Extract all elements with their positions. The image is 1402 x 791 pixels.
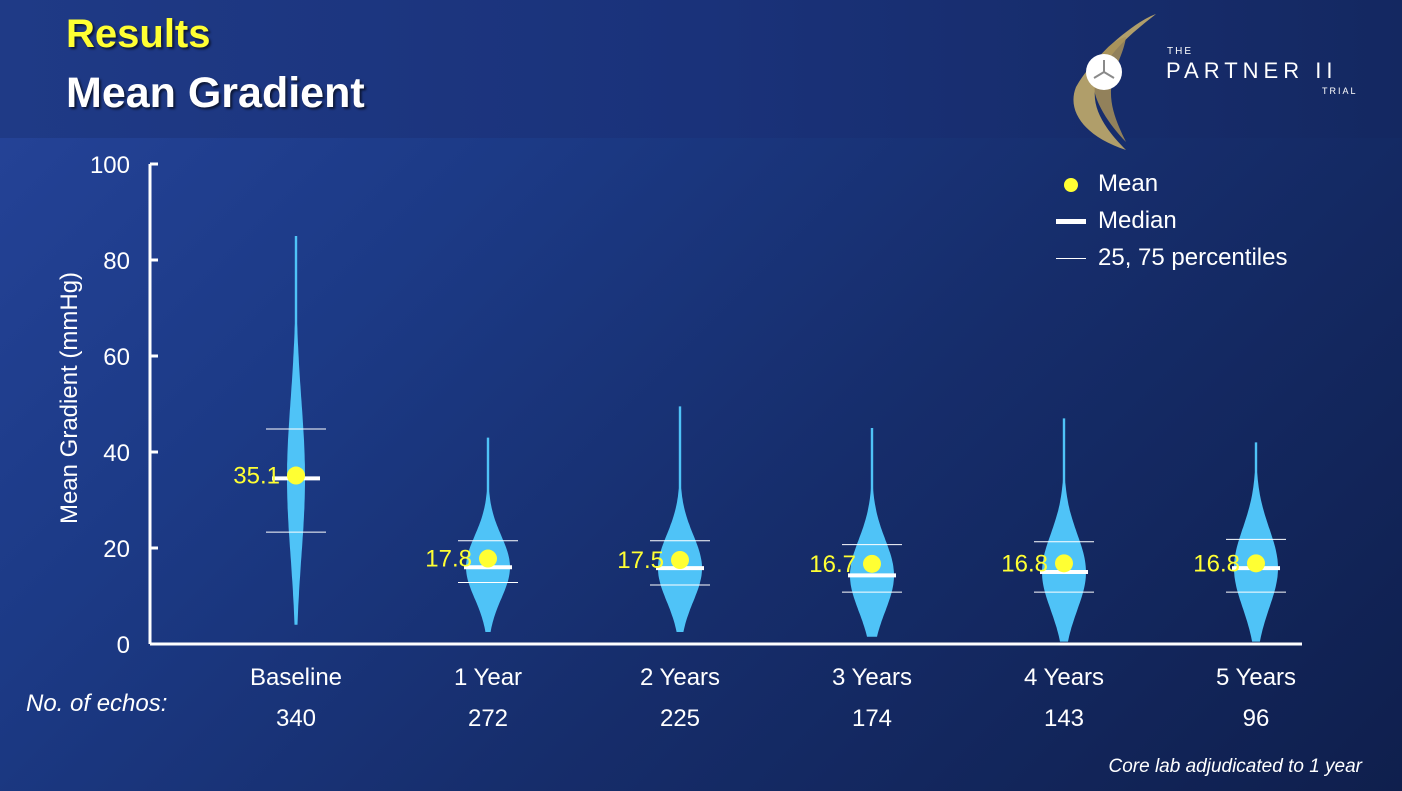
echo-count: 340 (276, 705, 316, 732)
mean-label: 16.8 (1193, 550, 1240, 577)
x-tick-label: 3 Years (832, 664, 912, 691)
echo-count: 272 (468, 705, 508, 732)
violin-4-years (1042, 418, 1086, 642)
y-tick-label: 60 (103, 344, 130, 371)
partner-logo (1073, 14, 1156, 150)
legend-item-median: Median (1056, 205, 1356, 242)
percentile-line-icon (1056, 242, 1088, 276)
legend-label-median: Median (1098, 207, 1177, 234)
footnote: Core lab adjudicated to 1 year (1108, 756, 1363, 777)
echo-count: 96 (1243, 705, 1270, 732)
mean-label: 35.1 (233, 463, 280, 490)
x-tick-label: 5 Years (1216, 664, 1296, 691)
x-tick-label: Baseline (250, 664, 342, 691)
y-tick-label: 100 (90, 152, 130, 179)
mean-label: 17.8 (425, 546, 472, 573)
mean-label: 16.7 (809, 551, 856, 578)
echo-count: 143 (1044, 705, 1084, 732)
mean-dot (863, 554, 881, 573)
y-tick-label: 80 (103, 248, 130, 275)
mean-dot (1247, 554, 1265, 573)
echo-count: 174 (852, 705, 892, 732)
legend-item-percentiles: 25, 75 percentiles (1056, 242, 1356, 279)
violin-2-years (658, 406, 702, 632)
page-title: Mean Gradient (66, 69, 365, 117)
section-title: Results (66, 12, 211, 56)
violin-3-years (850, 428, 894, 637)
mean-dot-icon (1056, 168, 1088, 202)
y-tick-label: 40 (103, 440, 130, 467)
logo-the: THE (1167, 46, 1193, 57)
y-tick-label: 0 (117, 632, 130, 659)
logo-valve-icon (1093, 60, 1115, 79)
mean-dot (287, 466, 305, 485)
median-line-icon (1056, 205, 1088, 239)
echos-label: No. of echos: (26, 690, 168, 717)
mean-dot (671, 551, 689, 569)
x-tick-label: 1 Year (454, 664, 522, 691)
x-tick-label: 2 Years (640, 664, 720, 691)
legend-item-mean: Mean (1056, 168, 1356, 205)
mean-dot (479, 549, 497, 568)
y-tick-label: 20 (103, 536, 130, 563)
legend: Mean Median 25, 75 percentiles (1056, 168, 1356, 279)
mean-label: 16.8 (1001, 550, 1048, 577)
violin-1-year (466, 437, 510, 632)
mean-label: 17.5 (617, 547, 664, 574)
violin-baseline (287, 236, 305, 625)
logo-heart-outer (1073, 14, 1156, 150)
logo-trial: TRIAL (1322, 86, 1358, 96)
violin-5-years (1234, 442, 1278, 642)
mean-dot (1055, 554, 1073, 573)
header-band (0, 0, 1402, 138)
y-axis-label: Mean Gradient (mmHg) (56, 271, 83, 525)
echo-count: 225 (660, 705, 700, 732)
legend-label-percentiles: 25, 75 percentiles (1098, 244, 1288, 271)
x-tick-label: 4 Years (1024, 664, 1104, 691)
logo-name: PARTNER II (1166, 58, 1338, 83)
legend-label-mean: Mean (1098, 170, 1159, 197)
